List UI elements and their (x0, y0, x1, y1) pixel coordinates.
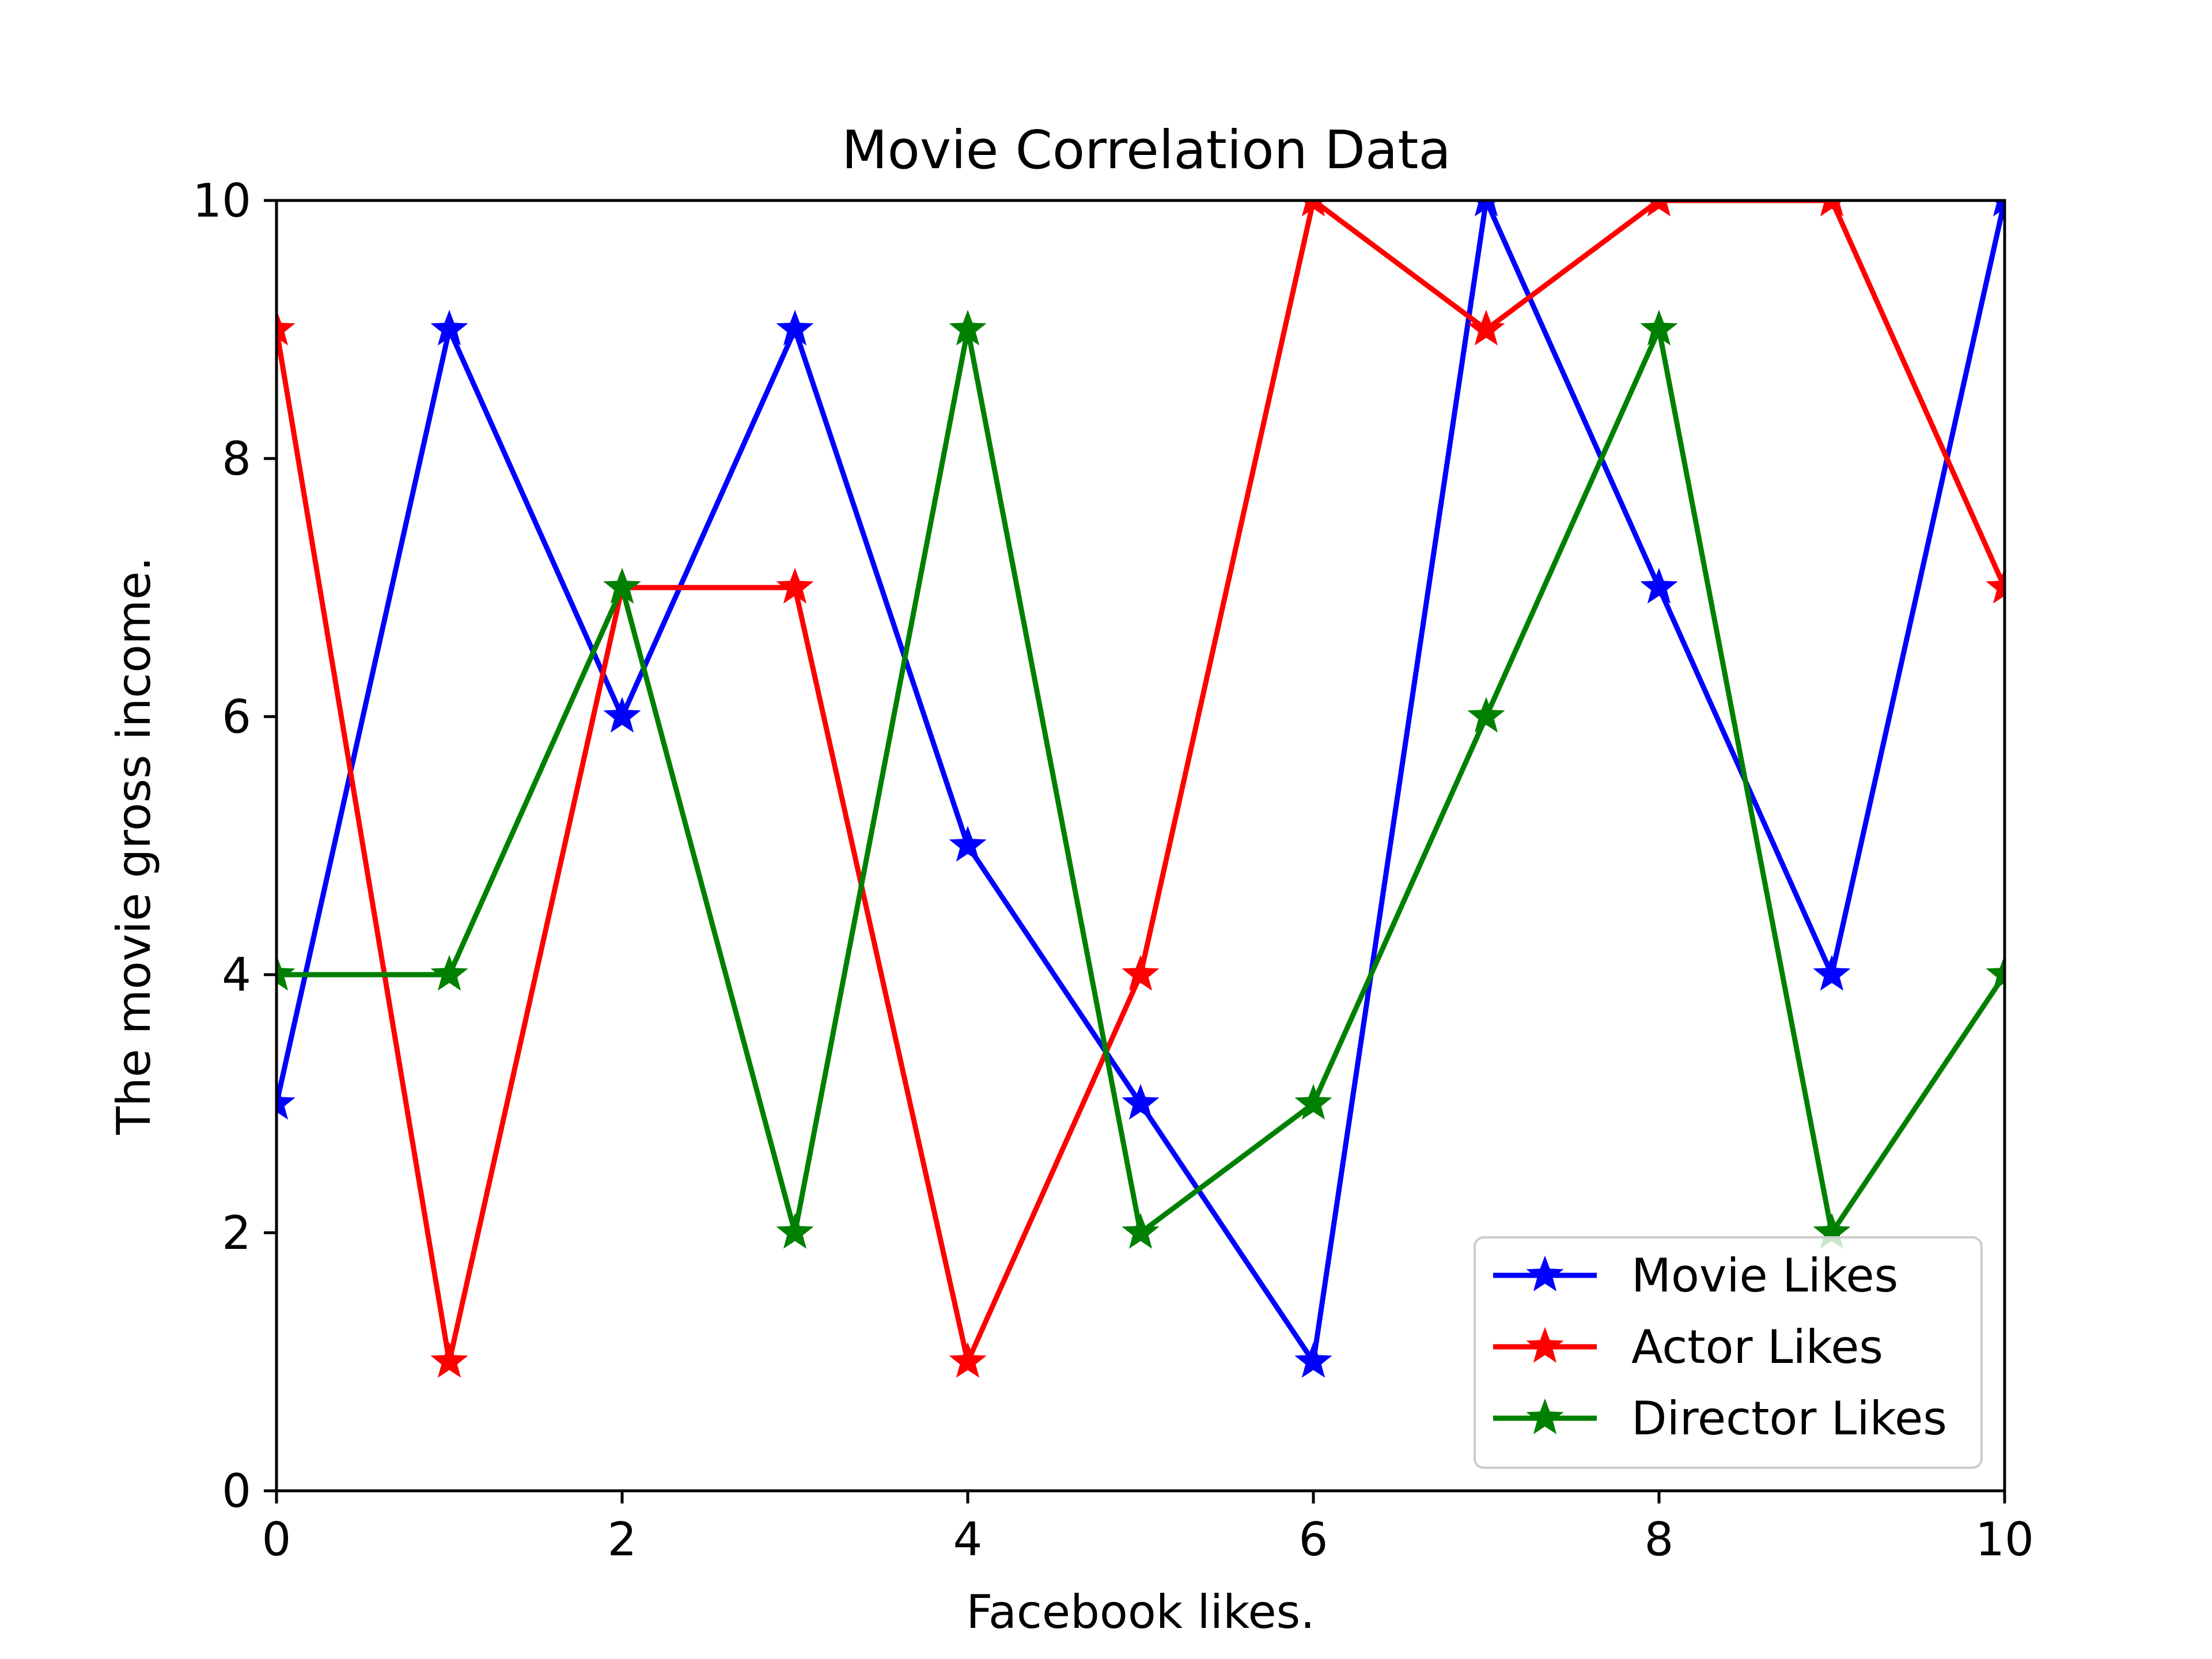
x-tick-label: 10 (1975, 1513, 2034, 1566)
plot-frame (275, 199, 2006, 1493)
data-point (776, 309, 814, 346)
chart-title: Movie Correlation Data (842, 119, 1451, 181)
series-movie-likes (276, 200, 2005, 1378)
legend-label: Movie Likes (1631, 1249, 1898, 1302)
legend-marker (1526, 1327, 1564, 1363)
x-axis-ticks: 0 2 4 6 8 10 (262, 1491, 2034, 1566)
data-point (430, 955, 468, 991)
y-axis-ticks: 0 2 4 6 8 10 (192, 174, 276, 1518)
x-tick-label: 4 (953, 1513, 983, 1566)
legend-label: Actor Likes (1631, 1320, 1883, 1374)
x-tick-label: 8 (1645, 1513, 1674, 1566)
series-layer (276, 200, 2005, 1378)
data-point (949, 1342, 987, 1378)
x-tick-label: 6 (1299, 1513, 1328, 1566)
data-point (1122, 1084, 1160, 1120)
y-tick-label: 6 (222, 690, 251, 744)
data-point (430, 1342, 468, 1378)
data-point (276, 309, 296, 346)
y-tick-label: 2 (222, 1206, 251, 1260)
data-point (1294, 1342, 1332, 1378)
y-tick-label: 10 (192, 174, 251, 228)
data-point (1467, 309, 1505, 346)
data-point (1474, 200, 1498, 217)
data-point (430, 309, 468, 346)
data-point (1813, 955, 1851, 991)
data-point (276, 955, 296, 991)
data-point (1467, 696, 1505, 733)
legend-marker (1526, 1255, 1564, 1291)
data-point (1640, 309, 1678, 346)
data-point (603, 696, 641, 733)
legend-box (1474, 1236, 1983, 1469)
x-tick-label: 2 (608, 1513, 637, 1566)
data-point (1986, 955, 2005, 991)
data-point (1294, 1084, 1332, 1120)
data-point (776, 567, 814, 604)
legend: Movie Likes Actor Likes Director Likes (1474, 1236, 1983, 1469)
data-point (1820, 200, 1844, 217)
data-point (776, 1213, 814, 1249)
data-point (276, 1084, 296, 1120)
data-point (949, 825, 987, 862)
x-tick-label: 0 (262, 1513, 291, 1566)
series-director-likes (276, 309, 2005, 1249)
y-axis-label: The movie gross income. (107, 556, 161, 1135)
data-point (1301, 200, 1325, 217)
data-point (1993, 200, 2005, 217)
y-tick-label: 8 (222, 432, 251, 486)
data-point (603, 567, 641, 604)
data-point (1647, 200, 1671, 217)
data-point (1986, 567, 2005, 604)
y-tick-label: 0 (222, 1464, 251, 1518)
x-axis-label: Facebook likes. (966, 1585, 1315, 1639)
data-point (1640, 567, 1678, 604)
data-point (1122, 955, 1160, 991)
legend-marker (1526, 1398, 1564, 1434)
y-tick-label: 4 (222, 948, 251, 1002)
data-point (949, 309, 987, 346)
legend-label: Director Likes (1631, 1392, 1947, 1445)
data-point (1122, 1213, 1160, 1249)
